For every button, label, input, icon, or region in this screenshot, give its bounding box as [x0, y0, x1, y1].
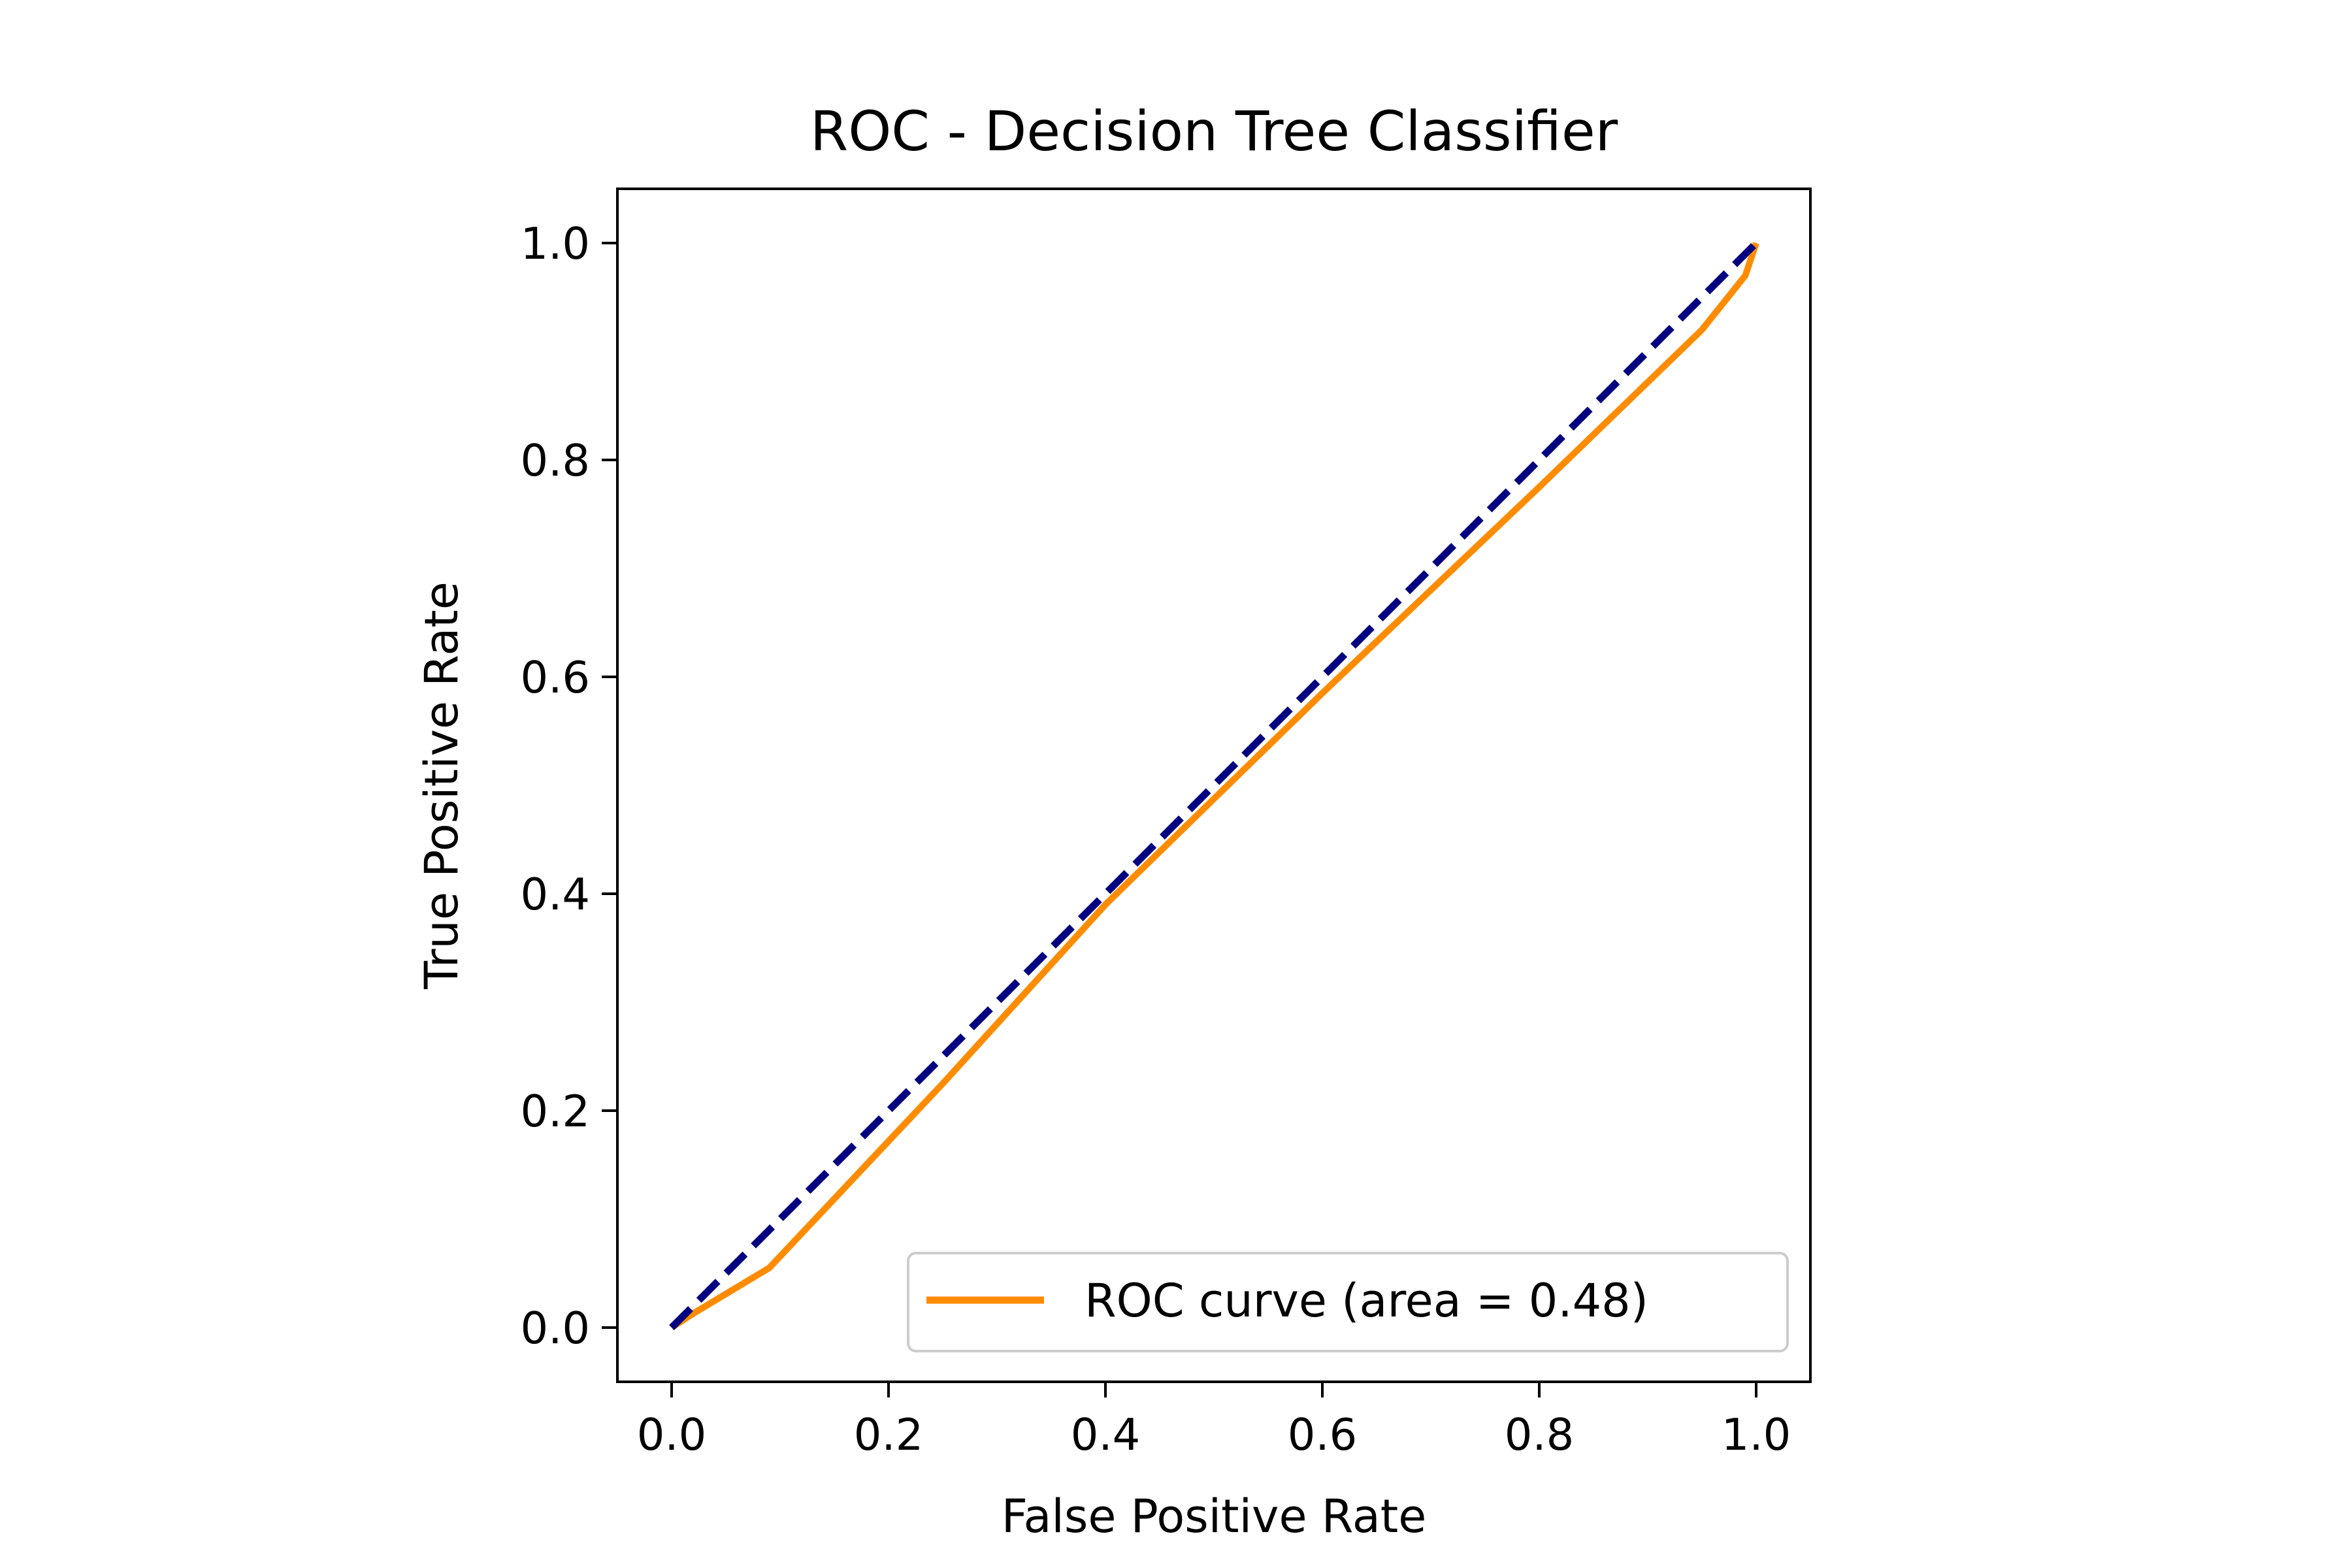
x-tick-label: 0.0 [637, 1409, 707, 1460]
x-tick-label: 0.8 [1505, 1409, 1575, 1460]
y-tick-label: 0.2 [520, 1086, 590, 1137]
x-axis-label: False Positive Rate [1002, 1490, 1427, 1543]
legend: ROC curve (area = 0.48) [907, 1252, 1789, 1352]
y-tick-label: 0.8 [520, 435, 590, 486]
chart-title: ROC - Decision Tree Classifier [810, 99, 1618, 163]
y-tick-label: 0.0 [520, 1303, 590, 1354]
chance-diagonal-line [669, 240, 1759, 1330]
y-tick-label: 0.6 [520, 652, 590, 703]
x-tick-label: 1.0 [1722, 1409, 1791, 1460]
y-tick-label: 0.4 [520, 869, 590, 920]
y-axis-label: True Positive Rate [415, 581, 468, 990]
y-axis: 0.0 0.2 0.4 0.6 0.8 1.0 [520, 218, 617, 1354]
series-layer [669, 240, 1759, 1331]
y-tick-label: 1.0 [520, 218, 590, 269]
x-tick-label: 0.2 [854, 1409, 924, 1460]
x-axis: 0.0 0.2 0.4 0.6 0.8 1.0 [637, 1382, 1791, 1460]
legend-box [907, 1252, 1789, 1352]
plot-frame [616, 188, 1812, 1383]
roc-curve-line [670, 242, 1759, 1331]
x-tick-label: 0.6 [1288, 1409, 1358, 1460]
x-tick-label: 0.4 [1071, 1409, 1141, 1460]
legend-label-roc-curve: ROC curve (area = 0.48) [1085, 1274, 1648, 1328]
